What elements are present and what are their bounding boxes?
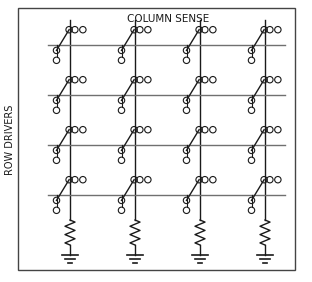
Text: ROW DRIVERS: ROW DRIVERS xyxy=(5,105,15,175)
Text: COLUMN SENSE: COLUMN SENSE xyxy=(127,14,209,24)
